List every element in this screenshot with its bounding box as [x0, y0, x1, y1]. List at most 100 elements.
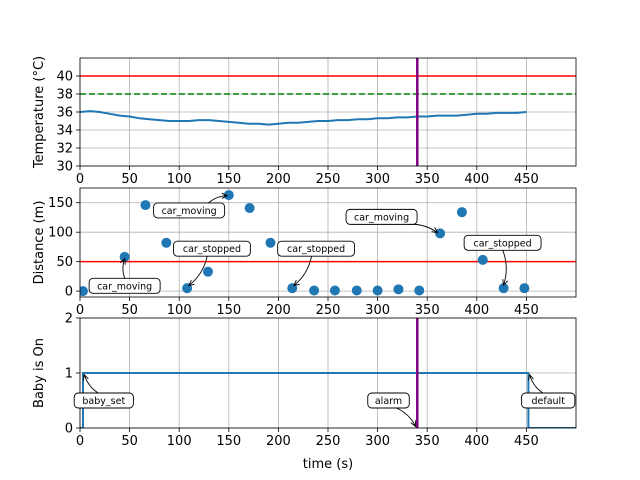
- y-tick-label: 40: [56, 70, 73, 85]
- y-tick-label: 32: [56, 142, 73, 157]
- annotation-box: [463, 234, 542, 251]
- y-axis-label: Baby is On: [32, 338, 47, 408]
- x-tick-label: 100: [167, 434, 192, 449]
- annotation-arrow: [122, 258, 126, 279]
- annotation-label: car_moving: [162, 206, 217, 217]
- x-tick-label: 0: [76, 434, 84, 449]
- scatter-point: [80, 286, 88, 297]
- x-tick-label: 350: [415, 303, 440, 318]
- annotation-arrow: [208, 195, 228, 204]
- x-tick-label: 250: [316, 434, 341, 449]
- x-tick-label: 0: [76, 172, 84, 187]
- x-tick-label: 100: [167, 303, 192, 318]
- y-tick-label: 100: [48, 226, 73, 241]
- arrow-head: [82, 373, 89, 381]
- x-tick-label: 300: [365, 434, 390, 449]
- x-tick-label: 200: [266, 303, 291, 318]
- arrow-head: [502, 279, 509, 287]
- annotation-arrow: [529, 374, 544, 394]
- distance-panel: 0 50 100 150 200 250 300 350 400 450050100150Dist…: [32, 187, 577, 318]
- scatter-point: [477, 254, 488, 265]
- annotation: car_stopped: [173, 240, 251, 287]
- y-tick-label: 38: [56, 88, 73, 103]
- y-tick-label: 150: [48, 196, 73, 211]
- x-tick-label: 50: [121, 172, 138, 187]
- annotation: car_stopped: [277, 240, 355, 287]
- scatter-point: [393, 284, 404, 295]
- arrow-head: [528, 373, 534, 381]
- scatter-point: [140, 200, 151, 211]
- annotation: car_moving: [345, 208, 439, 234]
- scatter-point: [287, 283, 298, 294]
- annotation-arrow: [83, 374, 99, 394]
- y-tick-label: 2: [65, 312, 73, 327]
- x-tick-label: 50: [121, 303, 138, 318]
- annotation-label: car_moving: [97, 281, 152, 292]
- x-tick-label: 350: [415, 172, 440, 187]
- x-tick-label: 400: [464, 434, 489, 449]
- x-tick-label: 150: [216, 434, 241, 449]
- arrow-head: [431, 227, 439, 234]
- x-tick-label: 350: [415, 434, 440, 449]
- scatter-point: [329, 285, 340, 296]
- arrow-head: [221, 192, 229, 199]
- scatter-point: [223, 190, 234, 201]
- x-tick-label: 200: [266, 434, 291, 449]
- series-line: [80, 372, 576, 428]
- scatter-point: [119, 251, 130, 262]
- x-tick-label: 250: [316, 303, 341, 318]
- annotation-arrow: [293, 256, 313, 286]
- y-axis-label: Temperature (°C): [32, 56, 47, 169]
- baby-on-panel: 0 50 100 150 200 250 300 350 400 450 0 1 2 Baby is On…: [32, 312, 577, 472]
- x-tick-label: 250: [316, 172, 341, 187]
- x-tick-label: 200: [266, 172, 291, 187]
- annotation-label: car_moving: [354, 212, 409, 223]
- annotation-label: car_stopped: [183, 244, 241, 255]
- arrow-head: [293, 279, 300, 287]
- annotation: car_moving: [88, 257, 161, 294]
- scatter-point: [202, 266, 213, 277]
- temperature-panel: 0 50 100 150 200 250 300 350 400 450 30 32 34 36 38 40 T…: [32, 56, 577, 187]
- scatter-point: [435, 228, 446, 239]
- arrow-head: [120, 257, 126, 265]
- scatter-point: [456, 207, 467, 218]
- scatter-point: [161, 237, 172, 248]
- annotation: default: [521, 373, 576, 409]
- annotation-label: default: [532, 396, 566, 407]
- annotation-label: alarm: [375, 396, 402, 407]
- annotation-box: [277, 240, 355, 257]
- annotation: car_moving: [153, 192, 229, 219]
- scatter-point: [182, 283, 193, 294]
- annotation: car_stopped: [463, 234, 542, 287]
- annotation-arrow: [396, 407, 417, 427]
- series-line: [80, 110, 527, 126]
- x-tick-label: 300: [365, 172, 390, 187]
- annotation-arrow: [408, 223, 438, 234]
- scatter-point: [498, 283, 509, 294]
- x-tick-label: 100: [167, 172, 192, 187]
- annotation: baby_set: [73, 373, 134, 409]
- annotation-arrow: [502, 250, 507, 286]
- y-tick-label: 30: [56, 160, 73, 175]
- annotation-label: baby_set: [82, 396, 125, 407]
- x-tick-label: 450: [514, 434, 539, 449]
- x-tick-label: 150: [216, 303, 241, 318]
- annotation-box: [345, 208, 418, 225]
- plot-area: [80, 372, 576, 428]
- y-tick-label: 50: [56, 255, 73, 270]
- annotation-box: [521, 392, 576, 409]
- x-tick-label: 450: [514, 303, 539, 318]
- annotation-box: [73, 392, 134, 409]
- plot-area: [80, 190, 576, 297]
- annotation-box: [173, 240, 251, 257]
- x-tick-label: 150: [216, 172, 241, 187]
- scatter-point: [414, 285, 425, 296]
- annotation-box: [88, 277, 161, 294]
- y-axis-label: Distance (m): [32, 201, 47, 285]
- scatter-point: [372, 285, 383, 296]
- x-axis-label: time (s): [303, 457, 353, 472]
- plot-area: [80, 75, 576, 126]
- x-tick-label: 400: [464, 172, 489, 187]
- x-tick-label: 400: [464, 303, 489, 318]
